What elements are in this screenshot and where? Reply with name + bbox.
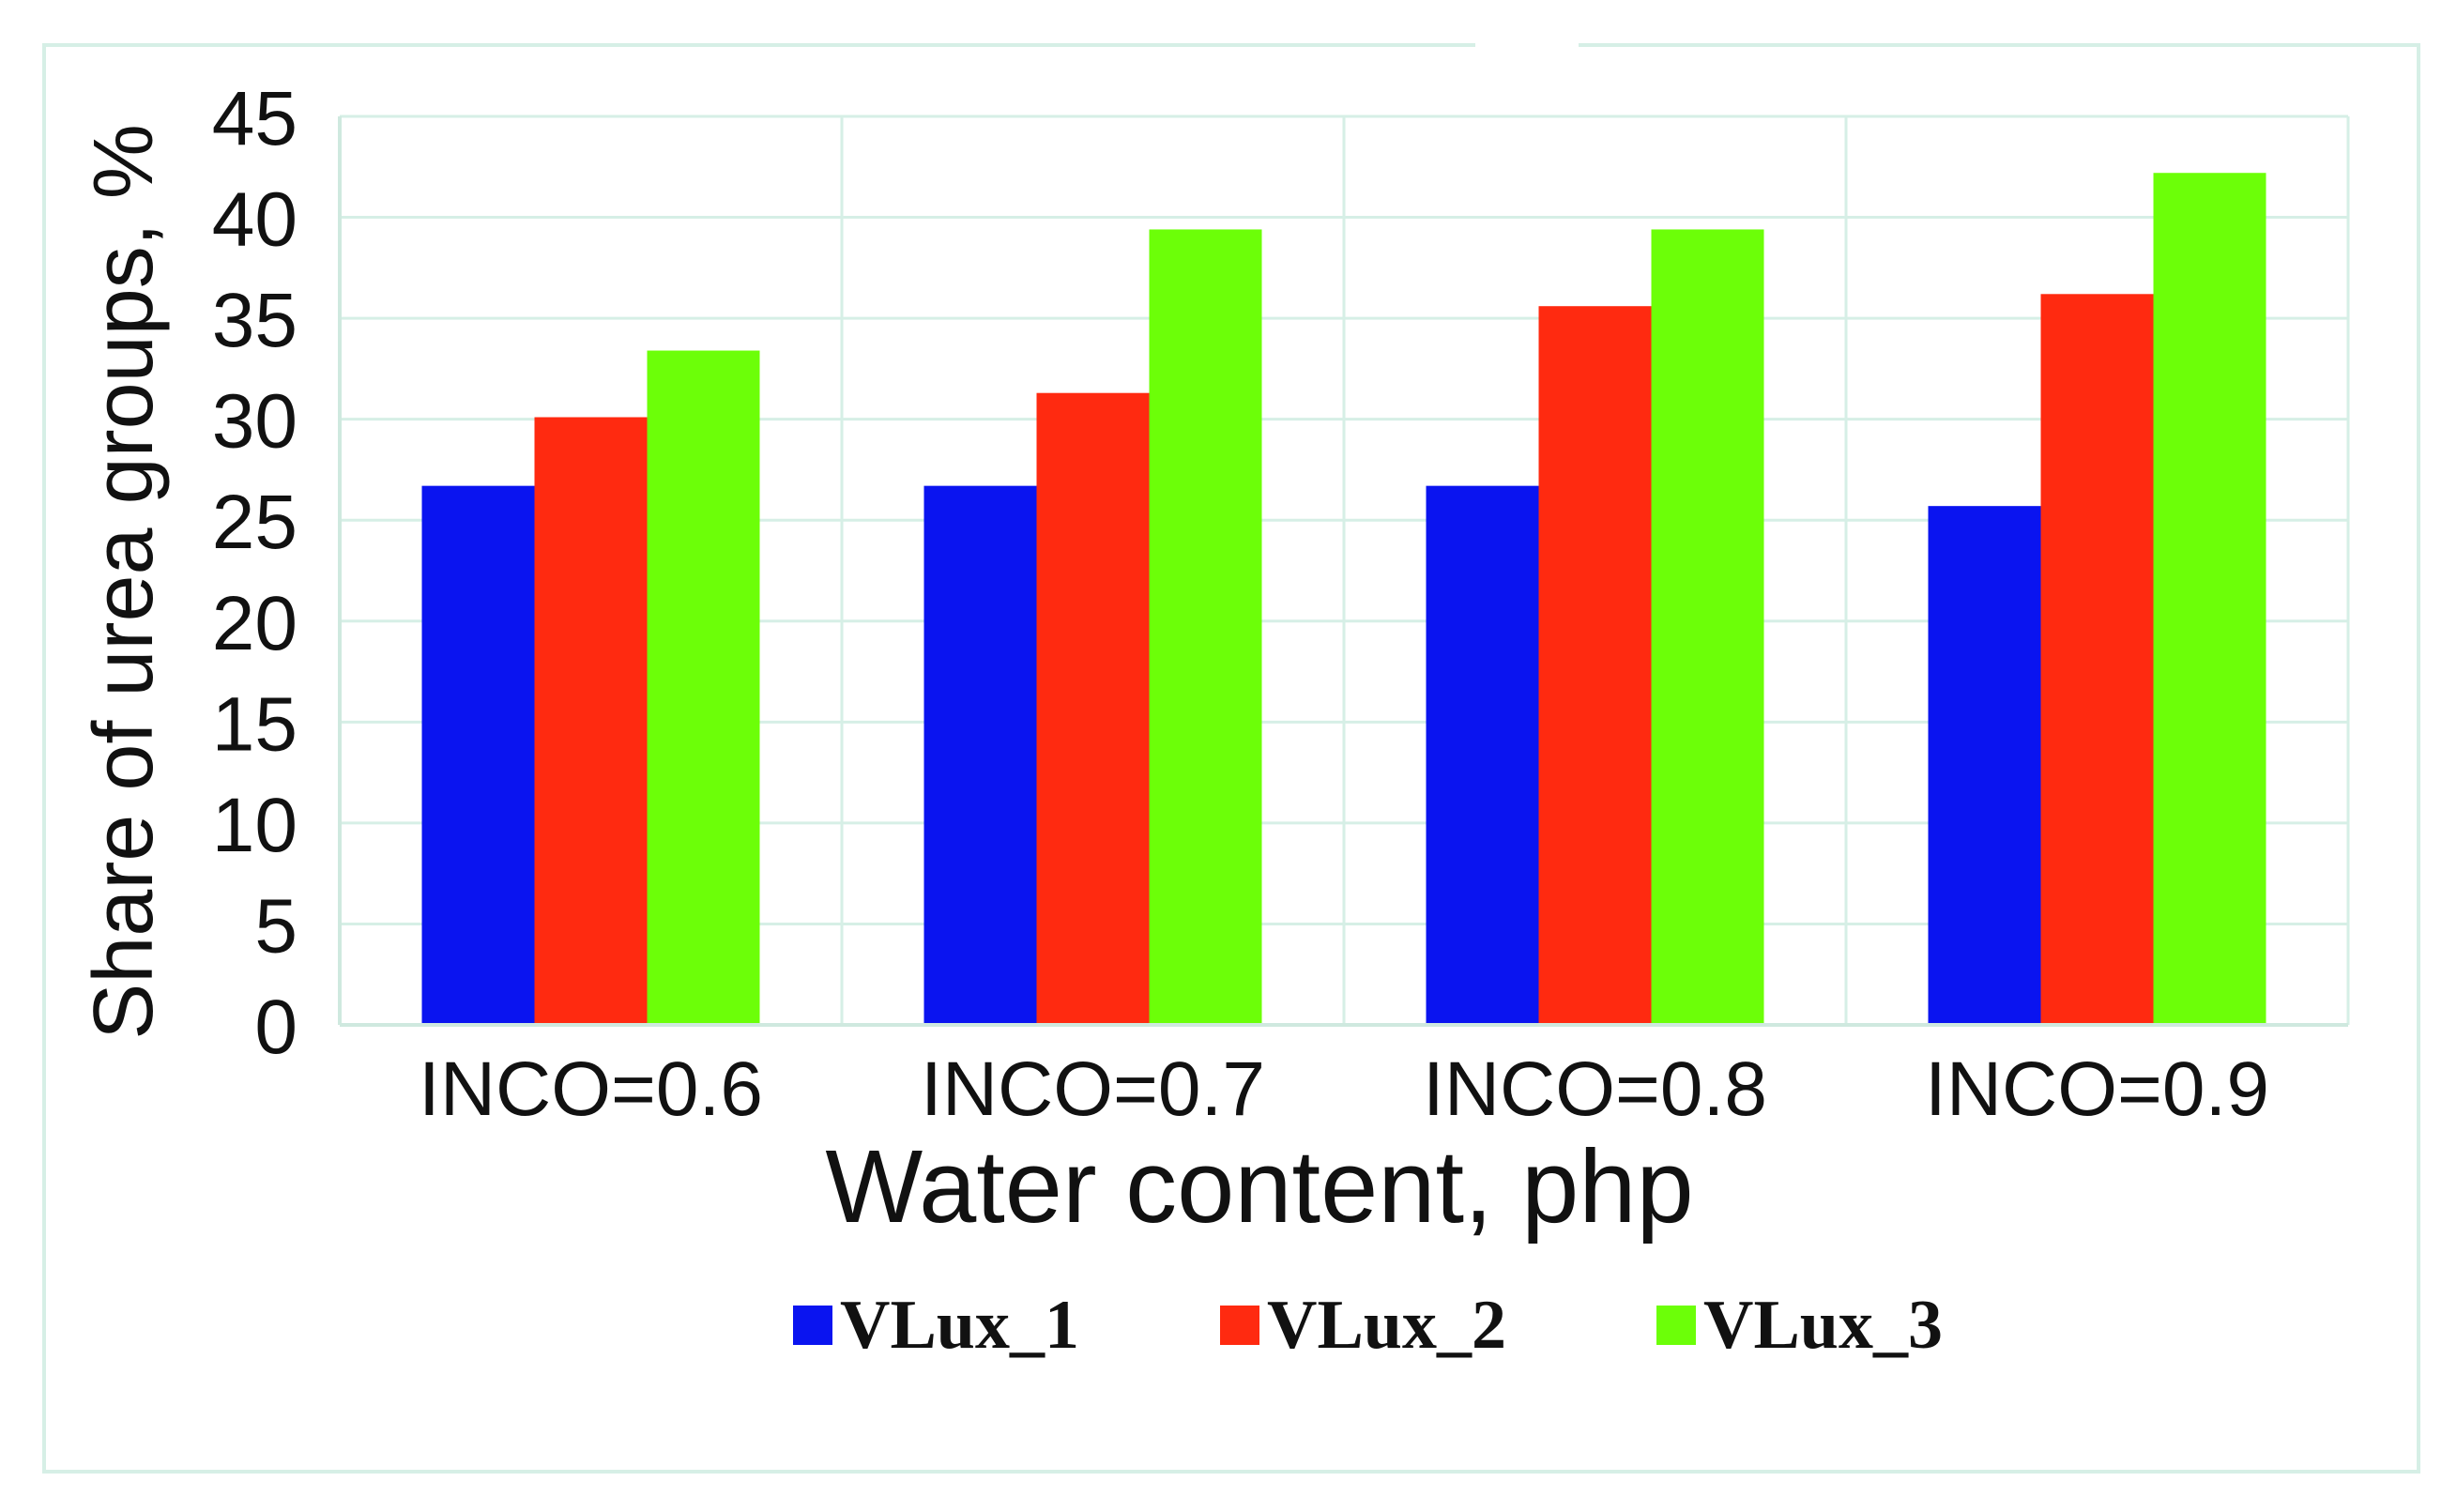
bar-vlux-1-0 [421, 485, 535, 1025]
y-tick-labels: 0 5 10 15 20 25 30 35 40 45 [212, 76, 298, 1070]
bar-vlux-2-3 [2040, 294, 2154, 1025]
y-tick-label: 15 [212, 681, 298, 767]
x-tick-label: INCO=0.8 [1423, 1046, 1767, 1132]
bar-vlux-3-0 [647, 350, 760, 1025]
x-axis-title: Water content, php [825, 1129, 1693, 1245]
bars [421, 173, 2266, 1026]
x-tick-label: INCO=0.7 [921, 1046, 1265, 1132]
x-tick-label: INCO=0.6 [419, 1046, 763, 1132]
bar-vlux-3-2 [1651, 229, 1764, 1025]
bar-vlux-1-3 [1928, 506, 2041, 1025]
x-tick-label: INCO=0.9 [1925, 1046, 2269, 1132]
top-border-gap [1475, 38, 1579, 53]
legend-label: VLux_1 [840, 1287, 1079, 1364]
legend-item-vlux-3: VLux_3 [1656, 1287, 1943, 1364]
legend: VLux_1 VLux_2 VLux_3 [793, 1287, 1943, 1364]
axes [338, 116, 2348, 1027]
legend-label: VLux_2 [1267, 1287, 1506, 1364]
legend-item-vlux-2: VLux_2 [1220, 1287, 1506, 1364]
bar-vlux-2-1 [1036, 392, 1150, 1025]
y-tick-label: 0 [254, 985, 298, 1070]
bar-vlux-3-1 [1149, 229, 1262, 1025]
y-tick-label: 35 [212, 278, 298, 363]
y-tick-label: 30 [212, 379, 298, 465]
bar-vlux-2-0 [534, 417, 648, 1025]
bar-vlux-1-2 [1426, 485, 1539, 1025]
y-tick-label: 10 [212, 783, 298, 868]
legend-item-vlux-1: VLux_1 [793, 1287, 1079, 1364]
legend-swatch [793, 1306, 832, 1345]
bar-vlux-1-1 [923, 485, 1037, 1025]
y-tick-label: 5 [254, 883, 298, 969]
legend-swatch [1656, 1306, 1696, 1345]
y-axis-title: Share of urea groups, % [77, 124, 171, 1040]
bar-vlux-2-2 [1538, 306, 1652, 1025]
bar-vlux-3-3 [2153, 173, 2266, 1026]
y-tick-label: 45 [212, 76, 298, 161]
x-tick-labels: INCO=0.6 INCO=0.7 INCO=0.8 INCO=0.9 [419, 1046, 2269, 1132]
legend-label: VLux_3 [1703, 1287, 1943, 1364]
legend-swatch [1220, 1306, 1259, 1345]
y-tick-label: 40 [212, 177, 298, 263]
y-tick-label: 20 [212, 581, 298, 666]
outer-border [42, 43, 2420, 1474]
y-tick-label: 25 [212, 480, 298, 565]
